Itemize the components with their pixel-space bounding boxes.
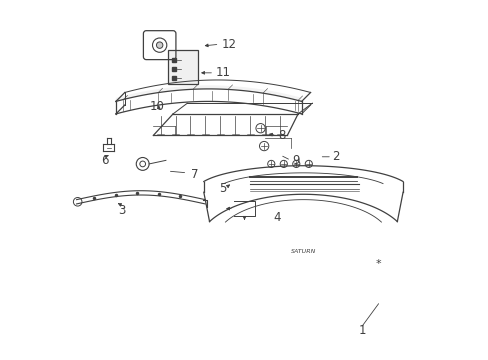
Text: 10: 10: [149, 100, 164, 113]
Text: 9: 9: [292, 154, 300, 167]
Text: 7: 7: [190, 168, 198, 181]
Text: 3: 3: [118, 204, 125, 217]
Bar: [167, 50, 198, 84]
Text: 2: 2: [331, 150, 339, 163]
Text: 11: 11: [216, 66, 230, 79]
Text: SATURN: SATURN: [290, 249, 315, 254]
Text: 12: 12: [221, 38, 236, 51]
Text: 6: 6: [102, 154, 109, 167]
Text: 4: 4: [272, 211, 280, 224]
Text: 5: 5: [219, 183, 226, 195]
Text: 8: 8: [278, 129, 285, 142]
Circle shape: [156, 42, 163, 48]
Text: *: *: [375, 259, 381, 269]
Text: 1: 1: [358, 324, 366, 337]
